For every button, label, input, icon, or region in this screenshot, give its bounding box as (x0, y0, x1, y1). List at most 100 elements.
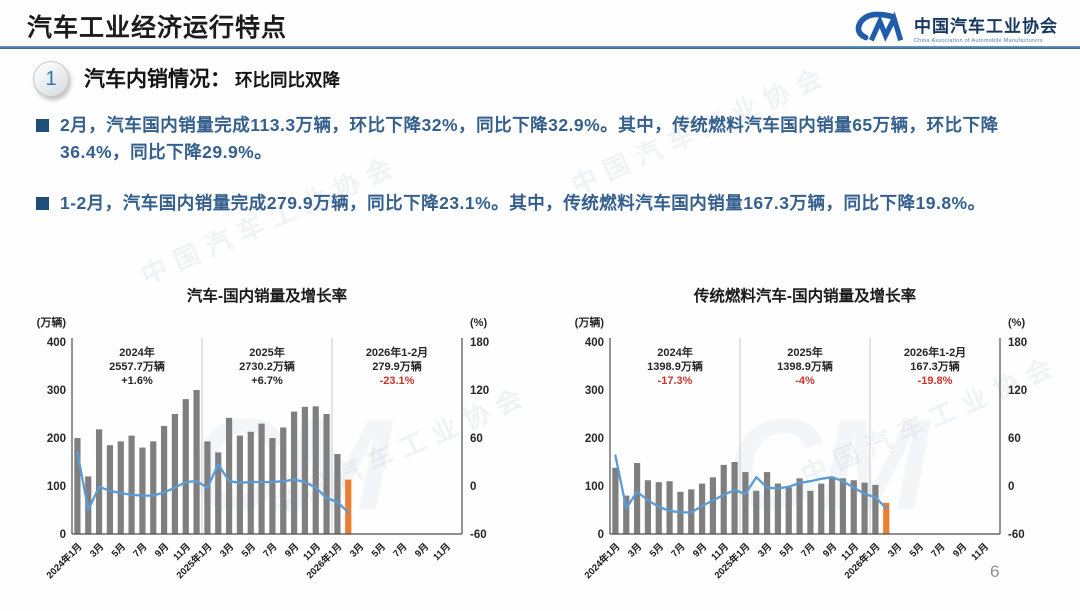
x-axis-tick: 3月 (88, 541, 106, 559)
svg-text:2024年: 2024年 (657, 345, 692, 359)
sales-bar (312, 406, 319, 534)
right-axis-unit: (%) (1008, 317, 1025, 329)
sales-bar (796, 478, 803, 534)
sales-bar (160, 426, 168, 534)
svg-text:2025年: 2025年 (249, 345, 284, 359)
chart-autos-domestic-sales: CM 汽车-国内销量及增长率 (万辆) (%) 0 100 200 300 400 -60 0 60 1… (10, 284, 540, 606)
sales-bar (236, 435, 244, 534)
left-axis-tick: 200 (585, 433, 604, 445)
section-heading: 汽车内销情况： (84, 68, 231, 91)
chart-title: 传统燃料汽车-国内销量及增长率 (693, 286, 917, 305)
right-axis-tick: -60 (1008, 529, 1025, 541)
x-axis-tick: 3月 (218, 541, 236, 559)
chart-traditional-fuel-domestic-sales: CM 传统燃料汽车-国内销量及增长率 (万辆) (%) 0 100 200 300 400 -60… (548, 284, 1078, 606)
svg-text:2026年1-2月: 2026年1-2月 (366, 345, 428, 359)
bars-group (612, 462, 890, 534)
right-axis-tick: 180 (1008, 337, 1027, 349)
sales-bar (731, 462, 738, 534)
sales-bar (258, 423, 265, 534)
x-axis-tick: 11月 (969, 541, 991, 563)
sales-bar (774, 483, 782, 534)
x-axis-tick: 11月 (431, 541, 453, 563)
x-axis-tick: 5月 (908, 541, 926, 559)
left-axis-unit: (万辆) (37, 315, 67, 329)
left-axis-tick: 300 (585, 385, 604, 397)
svg-text:2730.2万辆: 2730.2万辆 (239, 359, 295, 373)
logo-name-en: China Association of Automobile Manufact… (914, 38, 1043, 44)
x-axis-tick: 7月 (799, 541, 817, 559)
x-axis-tick: 5月 (648, 541, 666, 559)
cm-logo-icon (855, 11, 904, 42)
left-axis-tick: 100 (47, 481, 66, 493)
sales-bar (666, 481, 673, 534)
caam-logo: 中国汽车工业协会 China Association of Automobile… (848, 10, 1058, 46)
sales-bar (345, 479, 352, 534)
sales-bar (139, 447, 146, 534)
page-number: 6 (990, 562, 1000, 581)
svg-text:1398.9万辆: 1398.9万辆 (777, 359, 833, 373)
right-axis-tick: -60 (470, 529, 487, 541)
bullet-square-icon (36, 197, 49, 211)
sales-bar (720, 464, 727, 534)
x-axis-tick: 7月 (261, 541, 279, 559)
left-axis-tick: 0 (60, 529, 66, 541)
svg-text:167.3万辆: 167.3万辆 (910, 359, 960, 373)
right-axis-unit: (%) (470, 317, 487, 329)
svg-text:-19.8%: -19.8% (918, 375, 953, 387)
x-axis-tick: 7月 (669, 541, 687, 559)
right-axis-tick: 120 (470, 385, 489, 397)
sales-bar (95, 429, 103, 534)
x-axis-tick: 5月 (778, 541, 796, 559)
right-axis-tick: 120 (1008, 385, 1027, 397)
svg-text:+1.6%: +1.6% (121, 375, 153, 387)
left-axis-tick: 400 (585, 337, 604, 349)
sales-bar (753, 490, 760, 534)
bullet-text: 1-2月，汽车国内销量完成279.9万辆，同比下降23.1%。其中，传统燃料汽车… (60, 193, 986, 214)
svg-text:-17.3%: -17.3% (658, 375, 693, 387)
sales-bar (828, 478, 836, 534)
sales-bar (698, 483, 706, 534)
growth-line (614, 454, 888, 514)
left-axis-tick: 400 (47, 337, 66, 349)
bullet-text: 2月，汽车国内销量完成113.3万辆，环比下降32%，同比下降32.9%。其中，… (60, 115, 999, 163)
page-title: 汽车工业经济运行特点 (27, 14, 288, 42)
svg-text:-23.1%: -23.1% (380, 375, 415, 387)
x-axis-tick: 5月 (240, 541, 258, 559)
x-axis-tick: 3月 (626, 541, 644, 559)
sales-bar (807, 490, 814, 534)
x-axis-tick: 5月 (110, 541, 128, 559)
left-axis-tick: 100 (585, 481, 604, 493)
sales-bar (301, 406, 309, 534)
x-axis-tick: 5月 (370, 541, 388, 559)
sales-bar (215, 452, 222, 534)
svg-text:-4%: -4% (795, 375, 815, 387)
sales-bar (193, 390, 200, 534)
section-number-badge: 1 (33, 61, 69, 97)
bullet-item: 2月，汽车国内销量完成113.3万辆，环比下降32%，同比下降32.9%。其中，… (36, 112, 1052, 166)
bullet-square-icon (36, 119, 49, 132)
sales-bar (872, 484, 879, 534)
right-axis-tick: 0 (470, 481, 476, 493)
growth-line (76, 451, 350, 514)
x-axis-tick: 9月 (153, 541, 171, 559)
x-axis-tick: 9月 (413, 541, 431, 559)
sales-bar (117, 441, 124, 534)
left-axis-tick: 0 (598, 529, 604, 541)
sales-bar (742, 472, 749, 534)
sales-bar (850, 480, 857, 534)
right-axis-tick: 60 (1008, 433, 1021, 445)
x-axis-tick: 9月 (821, 541, 839, 559)
sales-bar (323, 414, 330, 534)
sales-bar (709, 477, 717, 534)
sales-bar (785, 487, 792, 534)
x-axis-tick: 7月 (131, 541, 149, 559)
section-subheading: 环比同比双降 (235, 70, 340, 90)
chart-title: 汽车-国内销量及增长率 (187, 286, 348, 305)
